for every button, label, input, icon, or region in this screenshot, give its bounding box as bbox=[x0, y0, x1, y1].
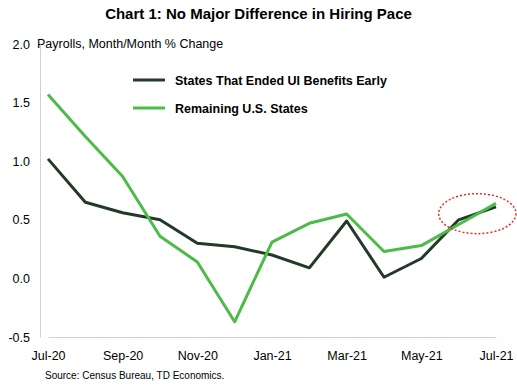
y-tick: -0.5 bbox=[8, 331, 40, 345]
x-tick-label: May-21 bbox=[401, 349, 443, 363]
series-line bbox=[48, 159, 496, 277]
x-axis-line bbox=[49, 337, 497, 338]
y-axis: -0.5 0.0 0.5 1.0 1.5 2.0 bbox=[8, 38, 40, 345]
chart: Chart 1: No Major Difference in Hiring P… bbox=[0, 0, 517, 385]
y-tick-label: 0.5 bbox=[13, 213, 30, 227]
legend-swatch bbox=[133, 107, 165, 110]
x-tick-label: Sep-20 bbox=[103, 349, 143, 363]
highlight-ellipse bbox=[439, 194, 516, 234]
x-tick: Jan-21 bbox=[253, 337, 291, 363]
y-tick: 2.0 bbox=[13, 38, 40, 52]
legend: States That Ended UI Benefits Early Remai… bbox=[133, 74, 387, 116]
y-tick-label: 1.5 bbox=[13, 96, 30, 110]
legend-label: States That Ended UI Benefits Early bbox=[175, 74, 387, 88]
y-tick: 1.5 bbox=[13, 96, 40, 110]
x-tick: Mar-21 bbox=[327, 337, 367, 363]
y-tick: 0.0 bbox=[13, 272, 40, 286]
y-axis-line bbox=[40, 45, 41, 338]
title: Chart 1: No Major Difference in Hiring P… bbox=[105, 5, 412, 22]
x-tick: Nov-20 bbox=[178, 337, 218, 363]
source: Source: Census Bureau, TD Economics. bbox=[45, 370, 224, 381]
x-tick-label: Mar-21 bbox=[327, 349, 367, 363]
y-label: Payrolls, Month/Month % Change bbox=[37, 37, 223, 51]
x-tick: Jul-20 bbox=[31, 337, 65, 363]
series-line bbox=[48, 94, 496, 321]
x-axis: Jul-20 Sep-20 Nov-20 Jan-21 Mar-21 May-21 Jul-… bbox=[31, 337, 513, 363]
x-tick-label: Jul-21 bbox=[479, 349, 513, 363]
x-tick: May-21 bbox=[401, 337, 443, 363]
legend-swatch bbox=[133, 79, 165, 82]
y-tick-label: 0.0 bbox=[13, 272, 30, 286]
x-tick: Sep-20 bbox=[103, 337, 143, 363]
y-tick-label: -0.5 bbox=[8, 331, 30, 345]
y-tick-label: 1.0 bbox=[13, 155, 30, 169]
y-tick: 0.5 bbox=[13, 213, 40, 227]
x-tick-label: Nov-20 bbox=[178, 349, 218, 363]
y-tick: 1.0 bbox=[13, 155, 40, 169]
x-tick-label: Jan-21 bbox=[253, 349, 291, 363]
x-tick-label: Jul-20 bbox=[31, 349, 65, 363]
legend-label: Remaining U.S. States bbox=[175, 102, 308, 116]
y-tick-label: 2.0 bbox=[13, 38, 30, 52]
x-tick: Jul-21 bbox=[479, 337, 513, 363]
lines bbox=[48, 94, 496, 321]
